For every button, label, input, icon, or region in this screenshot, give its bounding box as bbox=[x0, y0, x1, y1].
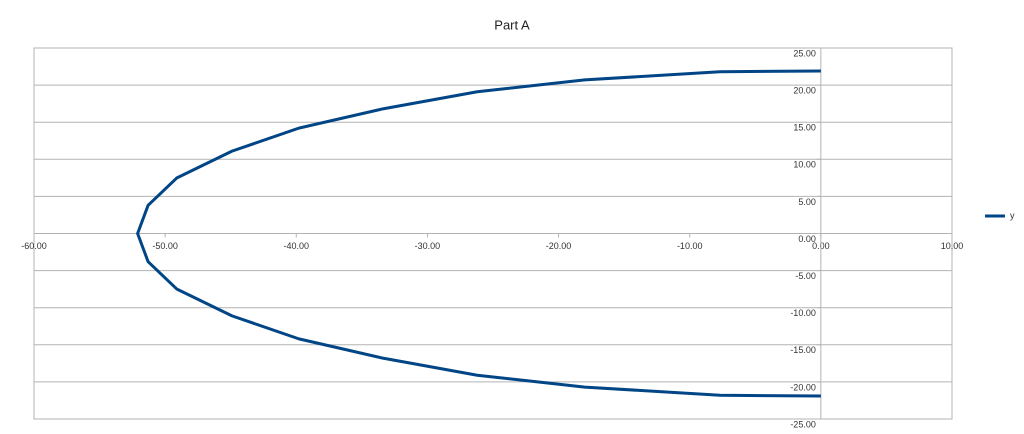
x-tick-label: -30.00 bbox=[415, 241, 441, 251]
x-tick-label: -60.00 bbox=[21, 241, 47, 251]
legend-label: y bbox=[1010, 210, 1015, 220]
y-tick-label: 10.00 bbox=[793, 160, 816, 170]
series-line bbox=[136, 69, 821, 398]
y-tick-label: 25.00 bbox=[793, 48, 816, 58]
x-tick-label: -10.00 bbox=[677, 241, 703, 251]
y-tick-label: -25.00 bbox=[790, 419, 816, 429]
chart-title: Part A bbox=[494, 17, 530, 32]
x-tick-label: -50.00 bbox=[152, 241, 178, 251]
y-tick-label: 0.00 bbox=[798, 234, 816, 244]
y-tick-label: -20.00 bbox=[790, 382, 816, 392]
x-tick-label: -20.00 bbox=[546, 241, 572, 251]
y-tick-label: 5.00 bbox=[798, 197, 816, 207]
y-tick-label: 15.00 bbox=[793, 123, 816, 133]
y-tick-label: -15.00 bbox=[790, 345, 816, 355]
y-tick-label: -10.00 bbox=[790, 308, 816, 318]
y-tick-label: -5.00 bbox=[795, 271, 816, 281]
y-tick-label: 20.00 bbox=[793, 85, 816, 95]
x-tick-label: -40.00 bbox=[284, 241, 310, 251]
x-tick-label: 10.00 bbox=[941, 241, 964, 251]
